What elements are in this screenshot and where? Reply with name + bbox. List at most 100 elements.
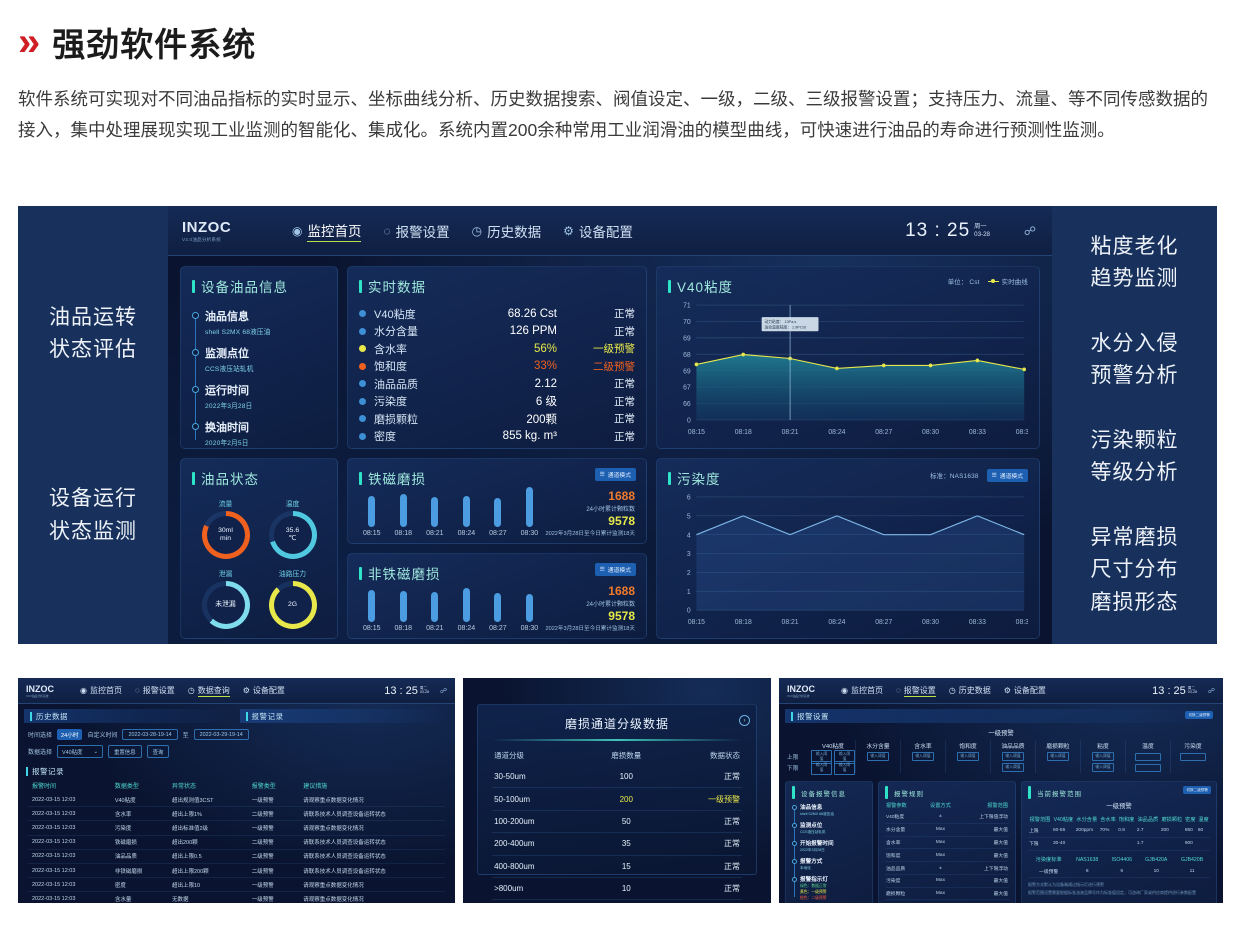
wear-channel-modal: › 磨损通道分级数据 通道分级 磨损数量 数据状态 30-50um 100 正常… [477, 704, 757, 901]
metric-name: V40粘度 [374, 308, 416, 321]
timeline-item: 监测点位 CCS液压站轧机 [791, 821, 866, 835]
nav-item-monitor[interactable]: ◉ 监控首页 [292, 220, 362, 242]
time-range-chip[interactable]: 24小时 [57, 729, 83, 740]
column-header: 报警范围 [1029, 816, 1051, 823]
threshold-input[interactable]: 输入阈值 [833, 760, 855, 775]
table-cell: V40粘度 [110, 793, 168, 808]
section-title: 报警设置 [796, 711, 829, 721]
metric-name: 密度 [374, 431, 396, 444]
row-label-upper: 上限 [786, 754, 799, 761]
threshold-input[interactable]: 输入阈值 [1002, 763, 1024, 772]
nav-item-alarm-settings[interactable]: ◌ 报警设置 [383, 221, 449, 241]
metric-value: 68.26 Cst [507, 307, 557, 320]
column-header: 报警参数 [885, 802, 907, 809]
cell-status: 正常 [663, 810, 742, 834]
table-cell: 200ppm [1074, 825, 1099, 838]
table-cell: 2022-03-15 12:03 [28, 849, 111, 864]
threshold-input[interactable]: 输入阈值 [1092, 763, 1114, 772]
nav-item-history[interactable]: ◷ 历史数据 [949, 685, 991, 697]
app-logo: INZOC V3.0油品分析系统 [787, 684, 815, 698]
threshold-input[interactable]: 输入阈值 [1047, 752, 1069, 761]
pollution-standard-table: 污染度标准 NAS1638 ISO4406 GJB420A GJB420B 一级预警 8 9… [1027, 854, 1210, 879]
logo-subtitle: V3.0油品分析系统 [182, 236, 222, 242]
iron-wear-sub-2: 2022年3月28日至今日累计监测18天 [545, 531, 635, 537]
table-header-row: 通道分级 磨损数量 数据状态 [492, 745, 742, 766]
screenshot-wear-channel-modal: › 磨损通道分级数据 通道分级 磨损数量 数据状态 30-50um 100 正常… [463, 678, 771, 903]
nav-item-monitor[interactable]: ◉ 监控首页 [80, 685, 122, 697]
threshold-input[interactable]: 输入阈值 [833, 749, 855, 764]
row-label-lower: 下限 [786, 765, 799, 772]
threshold-input[interactable]: x [1134, 752, 1161, 761]
nav-item-device-config[interactable]: ⚙ 设备配置 [243, 685, 285, 697]
nav-item-alarm-settings[interactable]: ◌ 报警设置 [135, 685, 175, 697]
threshold-input[interactable]: 输入阈值 [957, 752, 979, 761]
card-realtime-data: 实时数据 V40粘度 68.26 Cst 正常 水分含量 126 PPM 正常 … [347, 266, 647, 449]
threshold-input[interactable]: x [1179, 752, 1206, 761]
table-cell: 上下限值浮动 [958, 899, 1009, 903]
svg-text:08:18: 08:18 [735, 619, 752, 626]
timeline-value: 2022年3月28日 [205, 403, 253, 410]
realtime-row: 密度 855 kg. m³ 正常 [359, 428, 635, 446]
threshold-input[interactable]: 输入阈值 [810, 760, 832, 775]
metric-status: 正常 [614, 308, 635, 321]
mini-topbar: INZOC V3.0油品分析系统 ◉ 监控首页 ◌ 报警设置 ◷ 数据查询 ⚙ 设备配置… [18, 678, 456, 704]
nav-item-alarm-settings[interactable]: ◌ 报警设置 [896, 685, 936, 697]
table-cell [1074, 837, 1099, 851]
switch-level2-badge[interactable]: 切换二级预警 [1183, 786, 1211, 794]
channel-mode-badge-nonferrous[interactable]: ☰ 通道模式 [594, 563, 636, 576]
table-cell: 超出上限0.5 [167, 849, 248, 864]
close-circle-icon[interactable]: › [738, 715, 750, 726]
gauge-ring: 35.6 ℃ [268, 511, 317, 559]
clock: 13 : 25 周二 03-28 [1152, 685, 1197, 697]
cell-count: 200 [589, 787, 664, 811]
data-type-select[interactable]: V40粘度 ⌄ [57, 745, 104, 758]
threshold-input[interactable]: 输入阈值 [1092, 752, 1114, 761]
table-cell: 850 [1183, 825, 1197, 838]
metric-value: 855 kg. m³ [502, 430, 557, 443]
column-header: ISO4406 [1111, 856, 1132, 863]
play-circle-icon: ◉ [840, 686, 848, 695]
table-cell: 1.7 [1135, 837, 1160, 851]
nav-item-monitor[interactable]: ◉ 监控首页 [841, 685, 883, 697]
badge-label: 通道模式 [607, 473, 631, 479]
search-button[interactable]: 查询 [146, 745, 170, 758]
nav-item-data-query[interactable]: ◷ 数据查询 [188, 685, 230, 697]
bar [399, 494, 407, 527]
date-to-input[interactable]: 2022-03-29-19-14 [193, 729, 249, 740]
card-header: 设备报警信息 [792, 786, 866, 799]
badge-label: 通道模式 [999, 474, 1023, 480]
cell-status: 正常 [663, 832, 742, 856]
reset-button[interactable]: 重置信息 [108, 745, 142, 758]
side-right-text: 水分入侵 [1090, 331, 1179, 355]
channel-mode-badge-iron[interactable]: ☰ 通道模式 [594, 468, 636, 481]
table-cell: 请联系技术人员调查设备运转状态 [299, 806, 446, 822]
card-iron-wear: 铁磁磨损 ☰ 通道模式 08:15 08:18 08:21 [347, 458, 647, 544]
section-title: 历史数据 [36, 711, 68, 721]
upper-cell: 输入阈值 [1036, 751, 1080, 762]
table-row: 2022-03-15 12:03 污染度 超出标准值2级 一级预警 请观察重点数据变化情… [28, 820, 446, 836]
date-from-input[interactable]: 2022-03-28-19-14 [122, 729, 178, 740]
threshold-input[interactable]: 输入阈值 [810, 749, 832, 764]
timeline-value: 2022年3月28日 [799, 848, 825, 852]
bar-label: 08:18 [394, 625, 413, 632]
switch-level2-badge[interactable]: 切换二级预警 [1185, 711, 1213, 719]
nav-label: 监控首页 [89, 686, 122, 695]
table-cell: 请观察重点数据变化情况 [299, 793, 446, 808]
channel-mode-badge-pollution[interactable]: ☰ 通道模式 [986, 469, 1028, 482]
nav-item-device-config[interactable]: ⚙ 设备配置 [1004, 685, 1046, 697]
threshold-input[interactable]: x [1134, 763, 1161, 772]
column-header: GJB420B [1180, 856, 1204, 863]
status-dot [359, 380, 366, 388]
timeline-key: 换油时间 [205, 422, 249, 434]
threshold-input[interactable]: 输入阈值 [867, 752, 889, 761]
chart-meta: 标准：NAS1638 ☰ 通道模式 [930, 469, 1028, 482]
status-dot [359, 345, 366, 353]
table-cell: 2022-03-15 12:03 [28, 793, 111, 808]
nav-item-device-config[interactable]: ⚙ 设备配置 [563, 221, 633, 241]
nav-item-history[interactable]: ◷ 历史数据 [472, 221, 541, 241]
iron-wear-value-1: 1688 [608, 489, 635, 503]
table-cell: 一级预警 [247, 793, 300, 808]
threshold-input[interactable]: 输入阈值 [912, 752, 934, 761]
threshold-input[interactable]: 输入阈值 [1002, 752, 1024, 761]
card-title: 铁磁磨损 [368, 472, 426, 487]
